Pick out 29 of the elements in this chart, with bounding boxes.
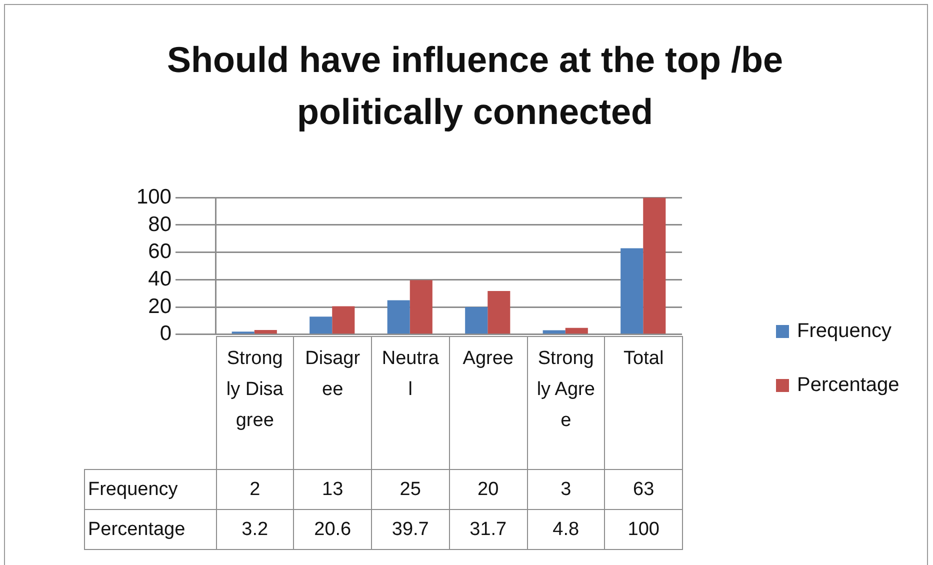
x-tick-label: Neutral <box>372 336 450 470</box>
data-label: 4.8 <box>527 510 605 550</box>
data-label: 13 <box>294 470 372 510</box>
data-label: 20 <box>449 470 527 510</box>
data-label: 20.6 <box>294 510 372 550</box>
y-tick-label: 0 <box>160 322 172 346</box>
data-label: 31.7 <box>449 510 527 550</box>
data-label: 3 <box>527 470 605 510</box>
y-tick-label: 80 <box>148 212 172 236</box>
data-label: 3.2 <box>216 510 294 550</box>
legend-label: Percentage <box>797 374 900 396</box>
x-tick-label: Agree <box>449 336 527 470</box>
data-label: 39.7 <box>372 510 450 550</box>
chart-title: Should have influence at the top /be politically connected <box>166 38 784 134</box>
legend-label: Frequency <box>797 320 892 342</box>
x-tick-label: Total <box>604 336 682 470</box>
data-label: 25 <box>372 470 450 510</box>
x-tick-label: Disagree <box>294 336 372 470</box>
data-label: 2 <box>216 470 294 510</box>
y-tick-label: 100 <box>136 185 172 208</box>
text: Percentage <box>88 518 186 540</box>
y-tick-label: 40 <box>148 267 172 290</box>
text: Frequency <box>88 478 178 500</box>
x-tick-label: Strongly Disagree <box>216 336 294 470</box>
data-label: 100 <box>604 510 682 550</box>
x-tick-label: Strongly Agree <box>527 336 605 470</box>
y-tick-label: 60 <box>148 240 172 264</box>
y-tick-label: 20 <box>148 294 172 318</box>
data-label: 63 <box>604 470 682 510</box>
